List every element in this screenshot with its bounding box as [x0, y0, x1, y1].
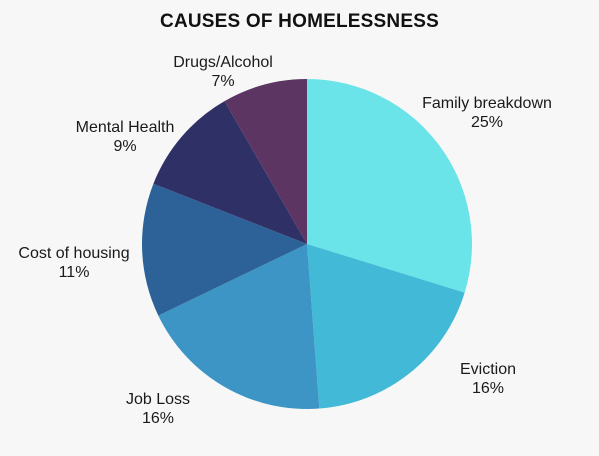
pie-slice-mental-health [153, 101, 307, 244]
pie-slice-family-breakdown [307, 79, 472, 293]
slice-label: Cost of housing [18, 245, 129, 262]
slice-value-label: 7% [211, 73, 234, 90]
slice-label: Family breakdown [422, 95, 552, 112]
pie-slice-cost-of-housing [142, 183, 307, 316]
slice-value-label: 16% [142, 410, 174, 427]
slice-value-label: 25% [471, 114, 503, 131]
slice-value-label: 11% [59, 264, 90, 281]
slice-label: Drugs/Alcohol [173, 54, 273, 71]
pie-slice-eviction [307, 244, 465, 409]
pie-slice-drugs-alcohol [224, 79, 307, 244]
slice-value-label: 16% [472, 380, 504, 397]
slice-label: Eviction [460, 361, 516, 378]
slice-label: Mental Health [76, 119, 175, 136]
pie-slice-job-loss [158, 244, 320, 410]
chart-title: CAUSES OF HOMELESSNESS [160, 11, 439, 32]
slice-label: Job Loss [126, 391, 190, 408]
slice-value-label: 9% [113, 138, 136, 155]
